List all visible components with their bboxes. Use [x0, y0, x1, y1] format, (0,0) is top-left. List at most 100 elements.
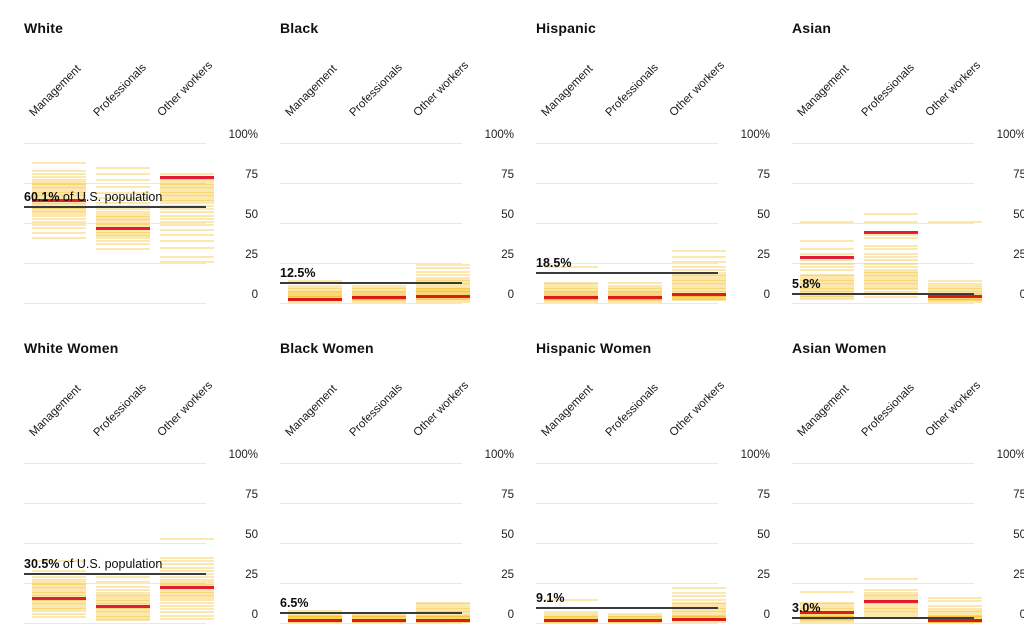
company-strip: [96, 597, 150, 599]
company-strip: [544, 290, 598, 292]
gridline-50: [24, 223, 206, 224]
gridline-0: [792, 303, 974, 304]
company-strip: [544, 298, 598, 300]
company-strip: [544, 291, 598, 293]
company-strip: [864, 279, 918, 281]
gridline-100: [280, 463, 462, 464]
company-strip: [864, 221, 918, 223]
company-strip: [32, 237, 86, 239]
median-line: [608, 296, 662, 299]
company-strip: [32, 208, 86, 210]
company-strip: [928, 615, 982, 617]
company-strip: [672, 280, 726, 282]
company-strip: [864, 245, 918, 247]
company-strip: [32, 189, 86, 191]
company-strip: [32, 213, 86, 215]
y-tick-label-50: 50: [757, 529, 770, 541]
company-strip: [800, 298, 854, 300]
company-strip: [800, 279, 854, 281]
company-strip: [672, 274, 726, 276]
company-strip: [96, 186, 150, 188]
reference-label: 9.1%: [536, 591, 565, 606]
reference-value: 9.1%: [536, 591, 565, 606]
median-line: [864, 231, 918, 234]
company-strip: [288, 291, 342, 293]
company-strip: [416, 607, 470, 609]
company-strip: [288, 296, 342, 298]
company-strip: [864, 603, 918, 605]
company-strip: [160, 179, 214, 181]
company-strip: [160, 247, 214, 249]
plot-area: 100% 75 50 25 0 18.5%: [536, 129, 770, 304]
company-strip: [160, 189, 214, 191]
company-strip: [96, 221, 150, 223]
company-strip: [96, 197, 150, 199]
company-strip: [800, 277, 854, 279]
company-strip: [160, 560, 214, 562]
company-strip: [672, 621, 726, 623]
company-strip: [288, 615, 342, 617]
y-tick-label-75: 75: [501, 169, 514, 181]
company-strip: [864, 595, 918, 597]
gridline-25: [280, 263, 462, 264]
company-strip: [800, 248, 854, 250]
company-strip: [864, 280, 918, 282]
company-strip: [160, 618, 214, 620]
company-strip: [928, 616, 982, 618]
y-tick-label-75: 75: [757, 169, 770, 181]
company-strip: [160, 579, 214, 581]
company-strip: [160, 592, 214, 594]
company-strip: [352, 288, 406, 290]
company-strip: [96, 592, 150, 594]
gridline-0: [792, 623, 974, 624]
y-tick-label-50: 50: [501, 529, 514, 541]
company-strip: [160, 570, 214, 572]
category-label-management: Management: [27, 63, 84, 119]
company-strip: [864, 589, 918, 591]
company-strip: [800, 613, 854, 615]
company-strip: [32, 191, 86, 193]
reference-value: 3.0%: [792, 601, 821, 616]
gridline-75: [280, 183, 462, 184]
company-strip: [608, 621, 662, 623]
company-strip: [160, 256, 214, 258]
company-strip: [32, 194, 86, 196]
company-strip: [352, 298, 406, 300]
company-strip: [800, 295, 854, 297]
company-strip: [544, 266, 598, 268]
company-strip: [32, 170, 86, 172]
company-strip: [288, 621, 342, 623]
company-strip: [864, 578, 918, 580]
category-labels: Management Professionals Other workers: [24, 37, 256, 121]
company-strip: [96, 234, 150, 236]
company-strip: [416, 293, 470, 295]
gridline-0: [536, 303, 718, 304]
company-strip: [672, 250, 726, 252]
company-strip: [32, 594, 86, 596]
gridline-100: [536, 143, 718, 144]
company-strip: [864, 237, 918, 239]
company-strip: [352, 291, 406, 293]
company-strip: [928, 299, 982, 301]
company-strip: [800, 621, 854, 623]
company-strip: [800, 253, 854, 255]
company-strip: [160, 195, 214, 197]
category-labels: Management Professionals Other workers: [792, 357, 1024, 441]
company-strip: [32, 581, 86, 583]
company-strip: [608, 291, 662, 293]
category-label-other-workers: Other workers: [411, 379, 472, 439]
company-strip: [608, 616, 662, 618]
company-strip: [864, 610, 918, 612]
company-strip: [96, 216, 150, 218]
company-strip: [32, 181, 86, 183]
company-strip: [288, 616, 342, 618]
company-strip: [96, 218, 150, 220]
company-strip: [608, 298, 662, 300]
company-strip: [160, 595, 214, 597]
company-strip: [160, 615, 214, 617]
company-strip: [416, 291, 470, 293]
company-strip: [352, 615, 406, 617]
gridline-100: [792, 463, 974, 464]
category-label-management: Management: [283, 383, 340, 439]
company-strip: [32, 215, 86, 217]
